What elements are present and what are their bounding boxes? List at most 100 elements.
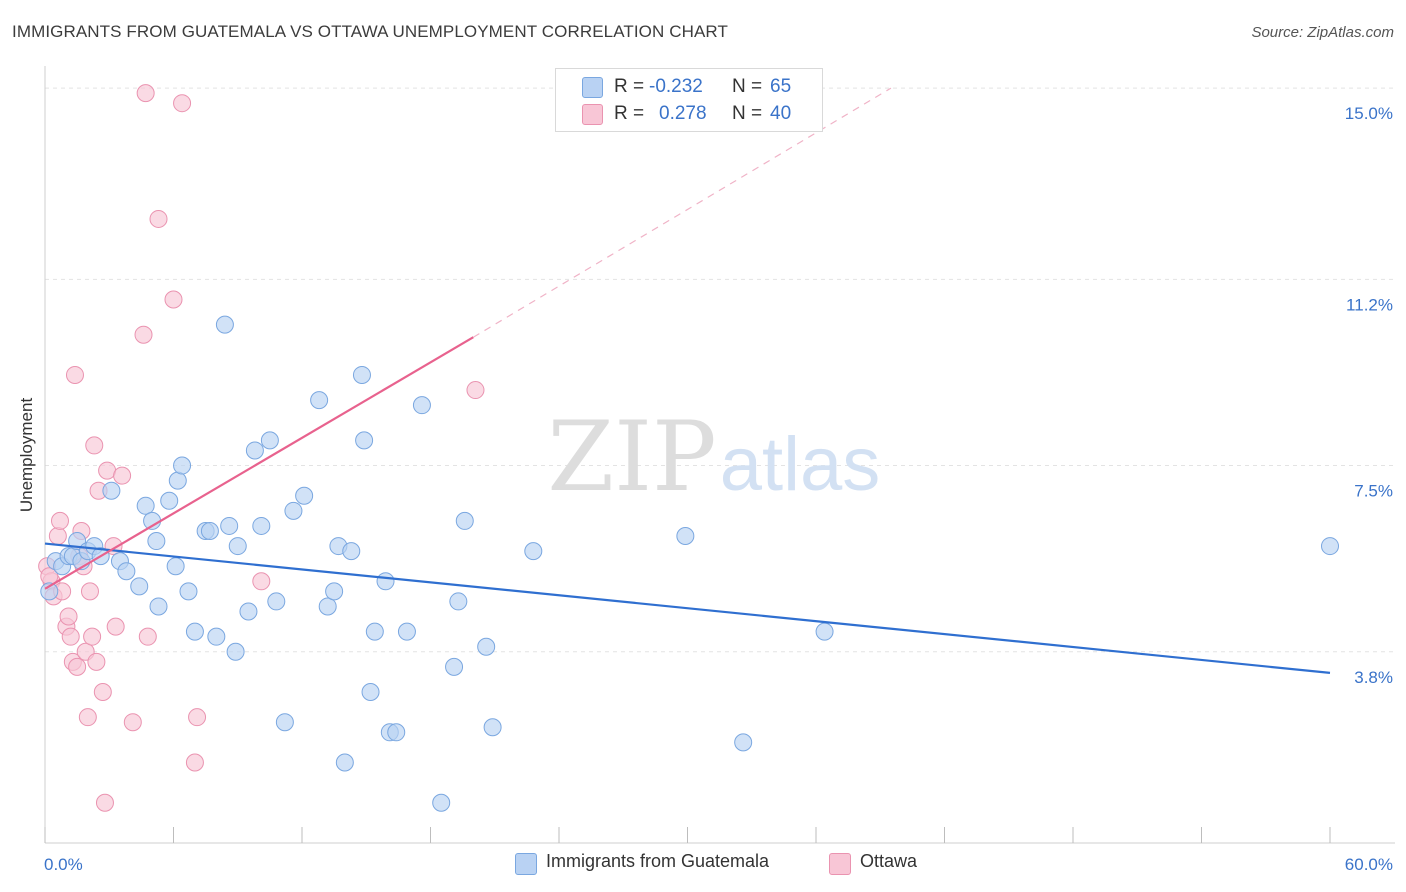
guatemala-point	[318, 597, 337, 616]
ottawa-point	[134, 325, 153, 344]
guatemala-point	[166, 557, 185, 576]
guatemala-point	[147, 532, 166, 551]
legend-n-label: N =	[732, 76, 763, 97]
guatemala-point	[335, 753, 354, 772]
guatemala-point	[179, 582, 198, 601]
guatemala-point	[483, 718, 502, 737]
guatemala-point	[387, 723, 406, 742]
ottawa-point	[185, 753, 204, 772]
ottawa-point	[65, 365, 84, 384]
guatemala-point	[365, 622, 384, 641]
ottawa-point	[50, 511, 69, 530]
source-note: Source: ZipAtlas.com	[1251, 24, 1394, 41]
ottawa-point	[87, 652, 106, 671]
guatemala-point	[361, 683, 380, 702]
points-layer	[38, 84, 1339, 812]
watermark-zip: ZIP	[547, 401, 716, 513]
guatemala-point	[160, 491, 179, 510]
guatemala-point	[228, 537, 247, 556]
bottom-legend-swatch-blue	[515, 853, 537, 875]
guatemala-point	[275, 713, 294, 732]
ottawa-point	[80, 582, 99, 601]
ottawa-point	[78, 708, 97, 727]
ottawa-point	[466, 381, 485, 400]
ottawa-point	[61, 627, 80, 646]
guatemala-point	[40, 582, 59, 601]
ottawa-point	[98, 461, 117, 480]
ottawa-point	[93, 683, 112, 702]
y-tick-label: 11.2%	[1346, 295, 1393, 314]
legend-swatch-blue	[582, 77, 603, 98]
guatemala-point	[239, 602, 258, 621]
guatemala-point	[477, 637, 496, 656]
ottawa-point	[149, 209, 168, 228]
grid-layer	[45, 87, 1395, 653]
ottawa-point	[113, 466, 132, 485]
guatemala-point	[734, 733, 753, 752]
ottawa-point	[188, 708, 207, 727]
y-tick-label: 3.8%	[1354, 668, 1393, 687]
guatemala-point	[168, 471, 187, 490]
axis-layer	[44, 66, 1395, 844]
legend-n-value: 40	[770, 103, 792, 124]
ottawa-point	[48, 527, 67, 546]
guatemala-point	[284, 501, 303, 520]
legend-row-ottawa: R = 0.278 N = 40	[556, 100, 822, 128]
correlation-legend: R = -0.232 N = 65 R = 0.278 N = 40	[555, 68, 823, 132]
guatemala-point	[432, 793, 451, 812]
ottawa-point	[123, 713, 142, 732]
legend-r-label: R =	[614, 103, 645, 124]
guatemala-point	[325, 582, 344, 601]
guatemala-point	[185, 622, 204, 641]
ottawa-point	[164, 290, 183, 309]
guatemala-point	[455, 511, 474, 530]
guatemala-point	[267, 592, 286, 611]
guatemala-point	[136, 496, 155, 515]
guatemala-point	[102, 481, 121, 500]
guatemala-point	[226, 642, 245, 661]
ottawa-point	[59, 607, 78, 626]
guatemala-point	[260, 431, 279, 450]
bottom-legend-label: Immigrants from Guatemala	[546, 851, 770, 871]
ottawa-trend-line	[44, 336, 474, 590]
guatemala-point	[524, 542, 543, 561]
ottawa-point	[173, 94, 192, 113]
guatemala-point	[207, 627, 226, 646]
guatemala-point	[397, 622, 416, 641]
ottawa-point	[95, 793, 114, 812]
ottawa-point	[68, 657, 87, 676]
ottawa-point	[83, 627, 102, 646]
guatemala-point	[445, 657, 464, 676]
guatemala-point	[252, 516, 271, 535]
guatemala-point	[412, 396, 431, 415]
watermark: ZIP atlas	[547, 401, 880, 513]
legend-swatch-pink	[582, 104, 603, 125]
guatemala-point	[220, 516, 239, 535]
legend-r-value: 0.278	[659, 103, 707, 124]
legend-r-value: -0.232	[649, 76, 703, 97]
x-tick-label: 0.0%	[44, 855, 83, 874]
guatemala-trend-line	[44, 542, 1331, 674]
bottom-legend-label: Ottawa	[860, 851, 918, 871]
legend-row-guatemala: R = -0.232 N = 65	[556, 73, 822, 101]
guatemala-point	[117, 562, 136, 581]
guatemala-point	[149, 597, 168, 616]
ottawa-point	[106, 617, 125, 636]
watermark-atlas: atlas	[720, 422, 881, 507]
ottawa-point	[85, 436, 104, 455]
guatemala-point	[352, 365, 371, 384]
guatemala-point	[310, 391, 329, 410]
x-tick-label: 60.0%	[1345, 855, 1393, 874]
y-tick-label: 7.5%	[1354, 482, 1393, 501]
guatemala-point	[355, 431, 374, 450]
guatemala-point	[815, 622, 834, 641]
tick-label-layer: 15.0% 11.2% 7.5% 3.8% 0.0% 60.0%	[44, 104, 1393, 874]
ottawa-point	[138, 627, 157, 646]
guatemala-point	[1321, 537, 1339, 556]
legend-n-label: N =	[732, 103, 763, 124]
chart-title: IMMIGRANTS FROM GUATEMALA VS OTTAWA UNEM…	[12, 22, 728, 41]
ottawa-point	[136, 84, 155, 103]
guatemala-point	[342, 542, 361, 561]
guatemala-point	[173, 456, 192, 475]
